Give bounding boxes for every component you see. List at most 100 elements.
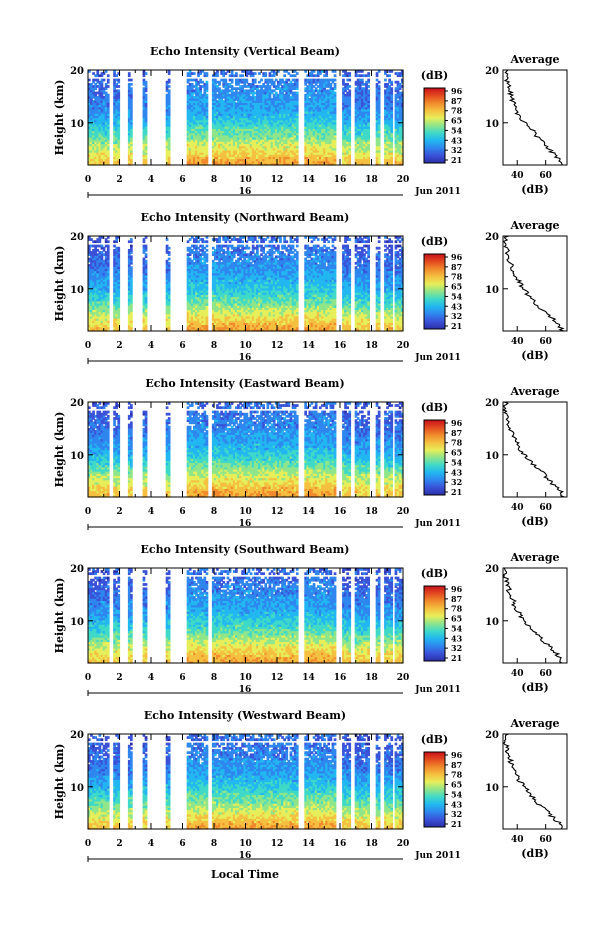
- heatmap-cell: [117, 136, 121, 140]
- heatmap-cell: [237, 152, 240, 155]
- heatmap-cell: [115, 108, 118, 112]
- heatmap-cell: [211, 102, 215, 106]
- heatmap-cell: [245, 80, 249, 84]
- heatmap-cell: [241, 85, 244, 88]
- heatmap-cell: [144, 93, 148, 97]
- heatmap-cell: [186, 145, 190, 149]
- heatmap-cell: [127, 145, 131, 149]
- heatmap-cell: [251, 152, 255, 155]
- heatmap-cell: [237, 136, 240, 140]
- heatmap-cell: [115, 156, 118, 160]
- heatmap-cell: [237, 158, 240, 162]
- heatmap-cell: [102, 95, 106, 99]
- heatmap-cell: [211, 98, 215, 101]
- heatmap-cell: [295, 78, 299, 82]
- heatmap-cell: [205, 130, 209, 134]
- heatmap-cell: [130, 98, 133, 101]
- heatmap-cell: [130, 160, 133, 164]
- heatmap-cell: [232, 98, 236, 101]
- heatmap-cell: [195, 128, 198, 132]
- heatmap-cell: [228, 134, 232, 138]
- heatmap-cell: [92, 162, 95, 166]
- heatmap-cell: [197, 128, 200, 132]
- heatmap-cell: [249, 156, 253, 160]
- heatmap-cell: [104, 158, 108, 162]
- heatmap-cell: [222, 147, 226, 151]
- heatmap-cell: [190, 152, 194, 155]
- heatmap-cell: [232, 162, 236, 166]
- heatmap-cell: [211, 134, 215, 138]
- heatmap-cell: [224, 126, 228, 129]
- heatmap-cell: [211, 113, 215, 116]
- heatmap-cell: [96, 85, 100, 88]
- heatmap-cell: [220, 115, 223, 119]
- heatmap-cell: [226, 85, 230, 88]
- heatmap-cell: [113, 152, 116, 155]
- heatmap-cell: [188, 145, 192, 149]
- heatmap-cell: [247, 111, 251, 114]
- heatmap-cell: [96, 108, 100, 112]
- heatmap-cell: [260, 78, 263, 82]
- heatmap-cell: [113, 74, 116, 78]
- heatmap-cell: [106, 108, 110, 112]
- heatmap-cell: [104, 100, 108, 103]
- heatmap-cell: [226, 130, 230, 134]
- heatmap-cell: [243, 145, 247, 149]
- heatmap-cell: [186, 80, 190, 84]
- heatmap-cell: [199, 78, 202, 82]
- heatmap-cell: [92, 93, 95, 97]
- heatmap-cell: [130, 255, 133, 259]
- heatmap-cell: [144, 87, 148, 91]
- heatmap-cell: [142, 102, 146, 106]
- heatmap-cell: [130, 113, 133, 116]
- heatmap-cell: [104, 141, 108, 145]
- heatmap-cell: [232, 143, 236, 147]
- heatmap-cell: [201, 134, 205, 138]
- heatmap-cell: [127, 102, 131, 106]
- x-tick-label: 10: [239, 175, 252, 185]
- profile-x-label: (dB): [521, 183, 548, 196]
- y-axis-label: Height (km): [53, 246, 66, 322]
- heatmap-cell: [188, 100, 192, 103]
- heatmap-cell: [239, 80, 242, 84]
- heatmap-cell: [167, 158, 171, 162]
- heatmap-cell: [241, 130, 244, 134]
- heatmap-cell: [102, 130, 106, 134]
- heatmap-cell: [100, 121, 104, 125]
- heatmap-cell: [92, 102, 95, 106]
- heatmap-cell: [117, 111, 121, 114]
- heatmap-cell: [188, 143, 192, 147]
- heatmap-cell: [220, 91, 223, 95]
- heatmap-cell: [247, 72, 251, 75]
- heatmap-cell: [190, 98, 194, 101]
- heatmap-cell: [216, 145, 219, 149]
- heatmap-cell: [203, 134, 207, 138]
- heatmap-cell: [115, 121, 118, 125]
- heatmap-cell: [142, 143, 146, 147]
- heatmap-cell: [90, 158, 93, 162]
- heatmap-cell: [195, 95, 198, 99]
- heatmap-cell: [218, 111, 221, 114]
- x-tick-label: 18: [365, 175, 378, 185]
- heatmap-cell: [165, 147, 169, 151]
- heatmap-cell: [113, 147, 116, 151]
- heatmap-cell: [88, 160, 91, 164]
- heatmap-cell: [193, 154, 196, 157]
- heatmap-cell: [201, 95, 205, 99]
- heatmap-cell: [104, 108, 108, 112]
- heatmap-cell: [249, 95, 253, 99]
- heatmap-cell: [130, 162, 133, 166]
- heatmap-cell: [167, 149, 171, 153]
- heatmap-cell: [197, 158, 200, 162]
- heatmap-cell: [230, 87, 234, 91]
- heatmap-cell: [247, 93, 251, 97]
- heatmap-cell: [92, 104, 95, 108]
- heatmap-cell: [247, 130, 251, 134]
- heatmap-cell: [218, 104, 221, 108]
- heatmap-cell: [113, 82, 116, 86]
- heatmap-cell: [144, 85, 148, 88]
- heatmap-cell: [220, 143, 223, 147]
- heatmap-cell: [237, 145, 240, 149]
- heatmap-cell: [235, 132, 238, 136]
- heatmap-cell: [100, 143, 104, 147]
